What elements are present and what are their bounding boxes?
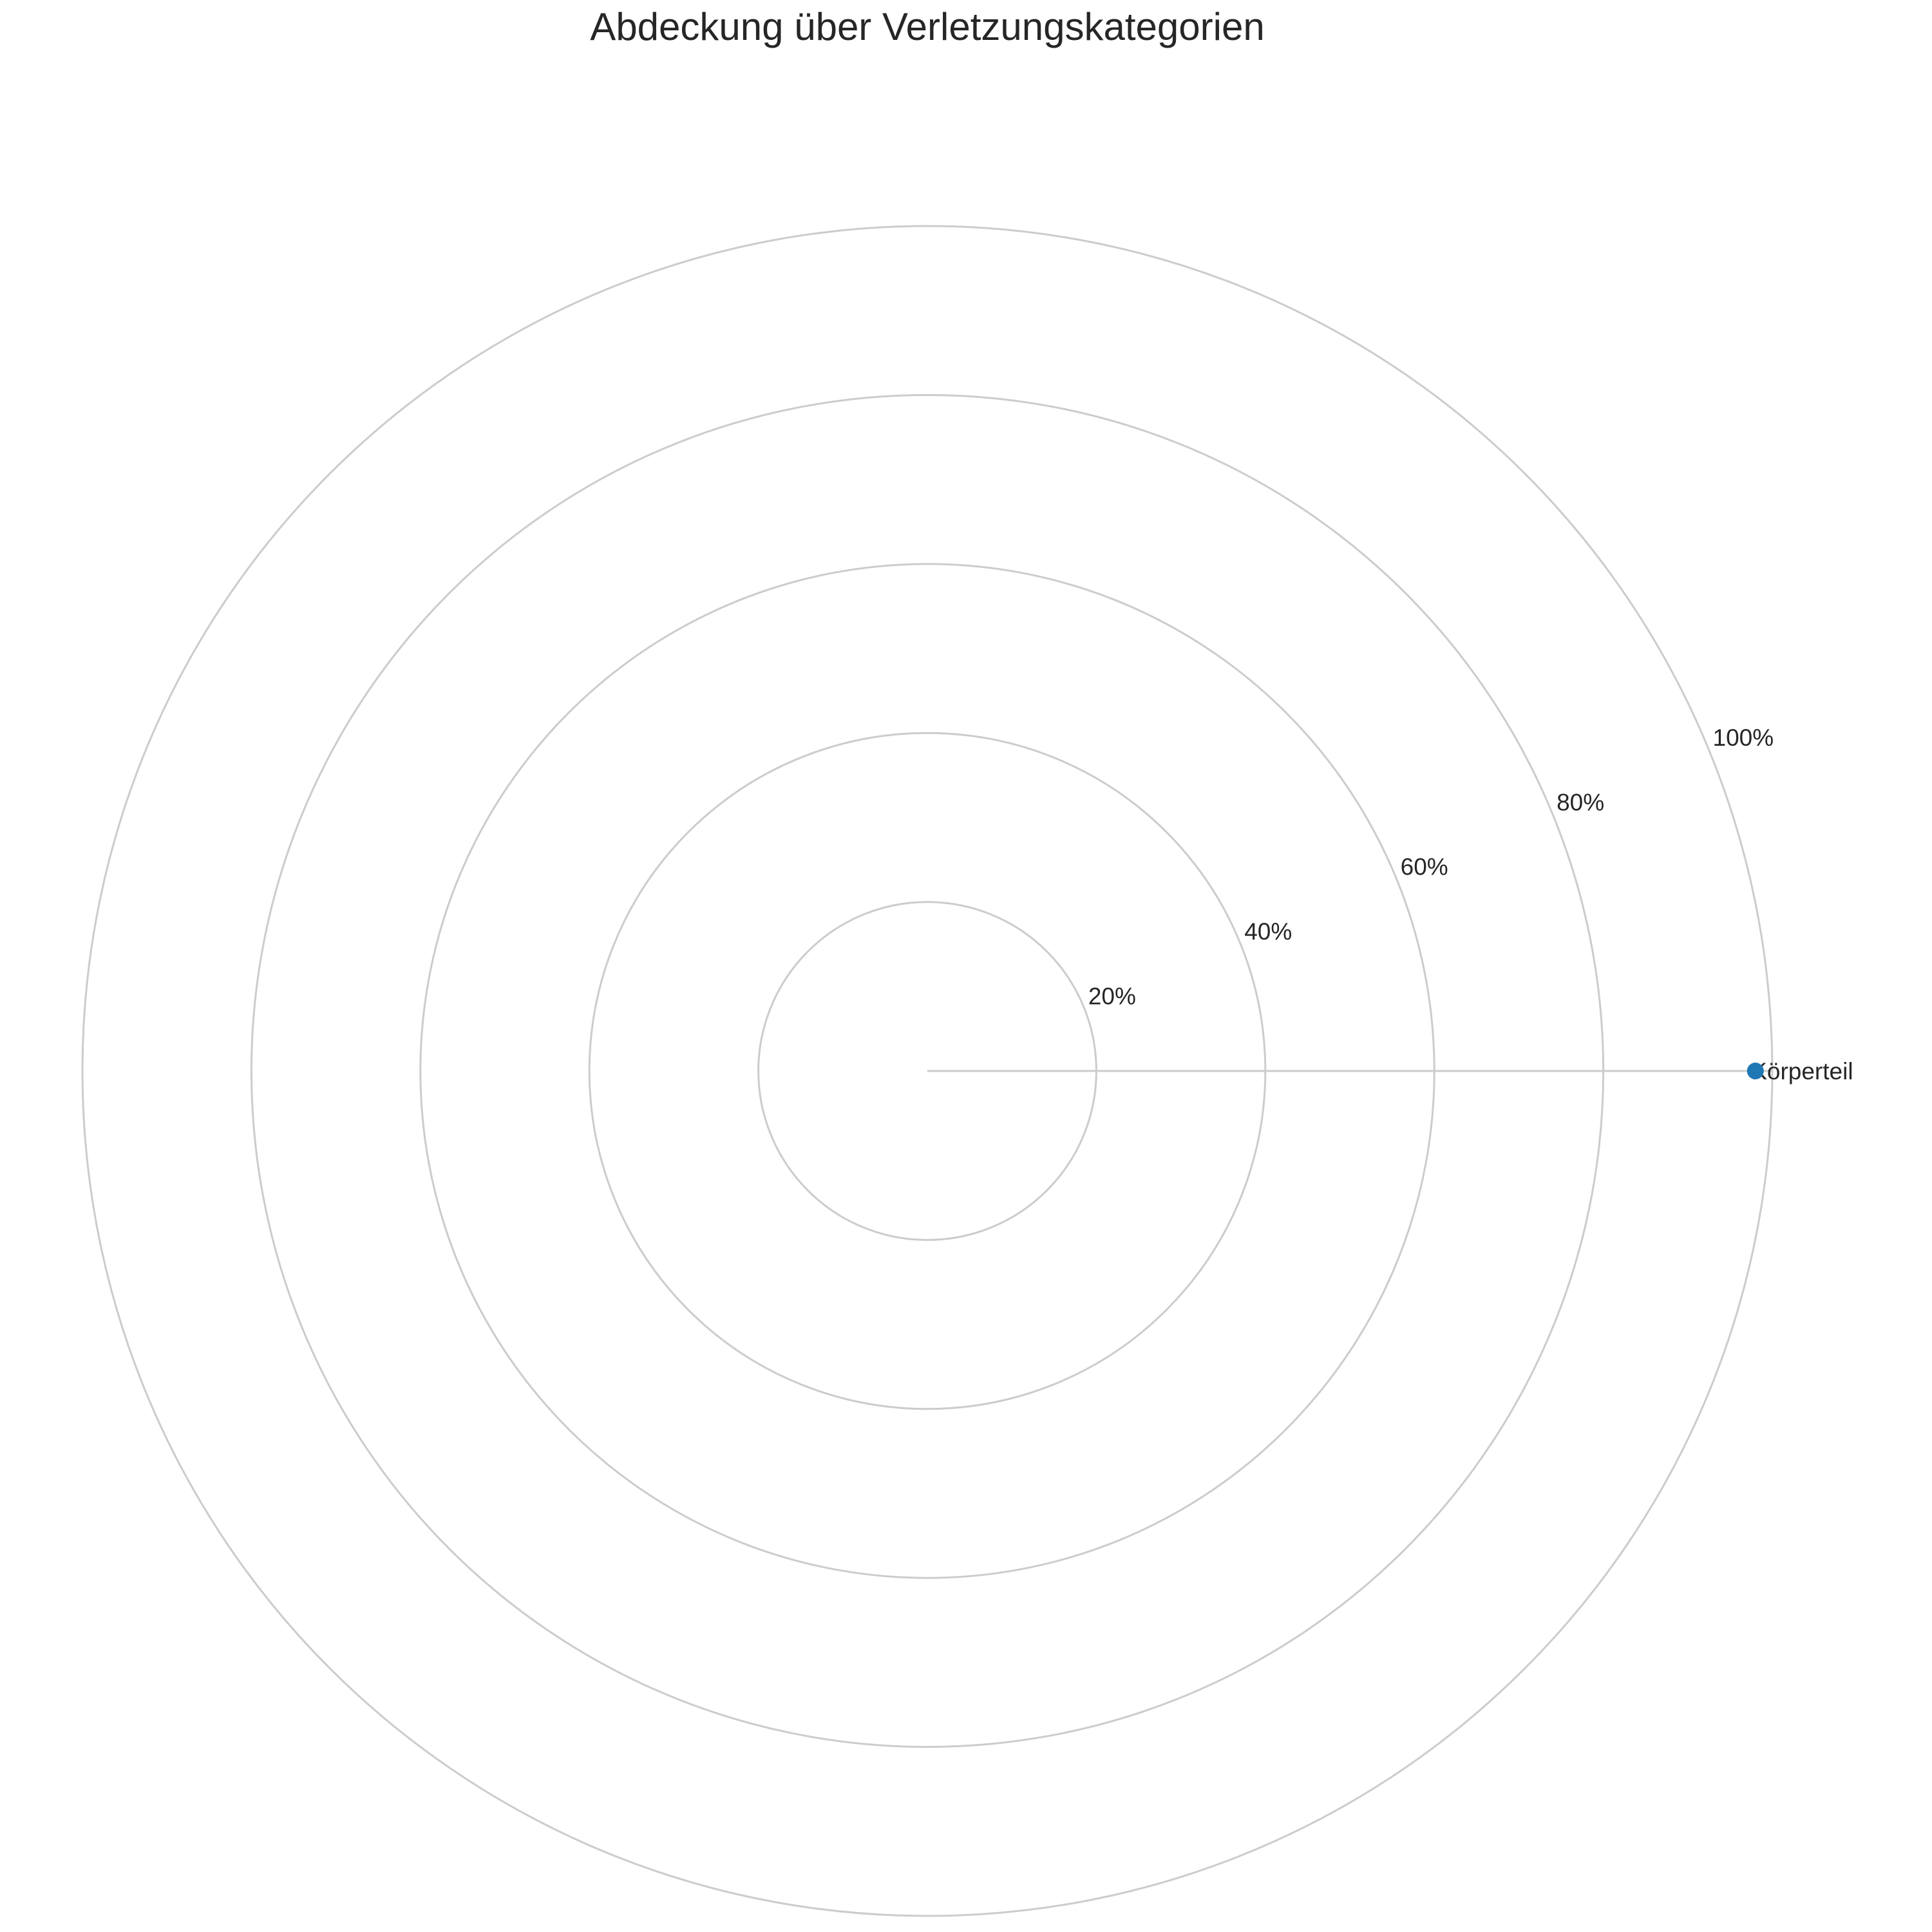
grid-layer [81,225,1774,1917]
r-tick-label: 20% [1088,983,1136,1010]
category-label: Körperteil [1751,1058,1853,1084]
series-layer [1747,1063,1764,1079]
r-tick-label: 80% [1557,789,1604,815]
r-tick-label: 100% [1713,724,1774,751]
tick-label-layer: 20% 40% 60% 80% 100% [1088,724,1774,1010]
chart-title: Abdeckung über Verletzungskategorien [590,5,1264,48]
category-label-layer: Körperteil [1751,1058,1853,1084]
data-point [1747,1063,1764,1079]
r-tick-label: 60% [1401,854,1448,880]
r-tick-label: 40% [1244,918,1292,945]
